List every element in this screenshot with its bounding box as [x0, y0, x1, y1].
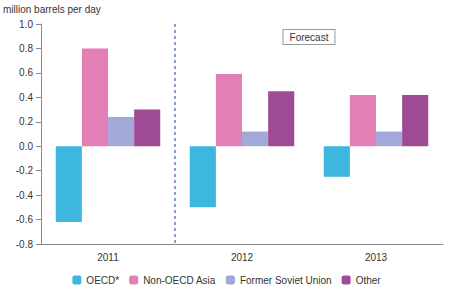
- svg-text:0.0: 0.0: [19, 141, 33, 152]
- svg-text:million barrels per day: million barrels per day: [3, 4, 101, 15]
- svg-text:-0.8: -0.8: [16, 239, 34, 250]
- svg-text:OECD*: OECD*: [86, 275, 119, 286]
- svg-text:-0.6: -0.6: [16, 214, 34, 225]
- svg-text:Non-OECD Asia: Non-OECD Asia: [143, 275, 216, 286]
- svg-text:1.0: 1.0: [19, 19, 33, 30]
- svg-text:0.4: 0.4: [19, 92, 33, 103]
- svg-text:-0.2: -0.2: [16, 165, 34, 176]
- svg-text:2013: 2013: [365, 252, 388, 263]
- svg-text:2011: 2011: [97, 252, 119, 263]
- svg-text:Forecast: Forecast: [290, 32, 329, 43]
- svg-text:Former Soviet Union: Former Soviet Union: [240, 275, 332, 286]
- svg-text:-0.4: -0.4: [16, 190, 34, 201]
- svg-text:0.6: 0.6: [19, 67, 33, 78]
- svg-text:0.8: 0.8: [19, 43, 33, 54]
- svg-text:0.2: 0.2: [19, 116, 33, 127]
- svg-text:Other: Other: [356, 275, 382, 286]
- svg-text:2012: 2012: [231, 252, 254, 263]
